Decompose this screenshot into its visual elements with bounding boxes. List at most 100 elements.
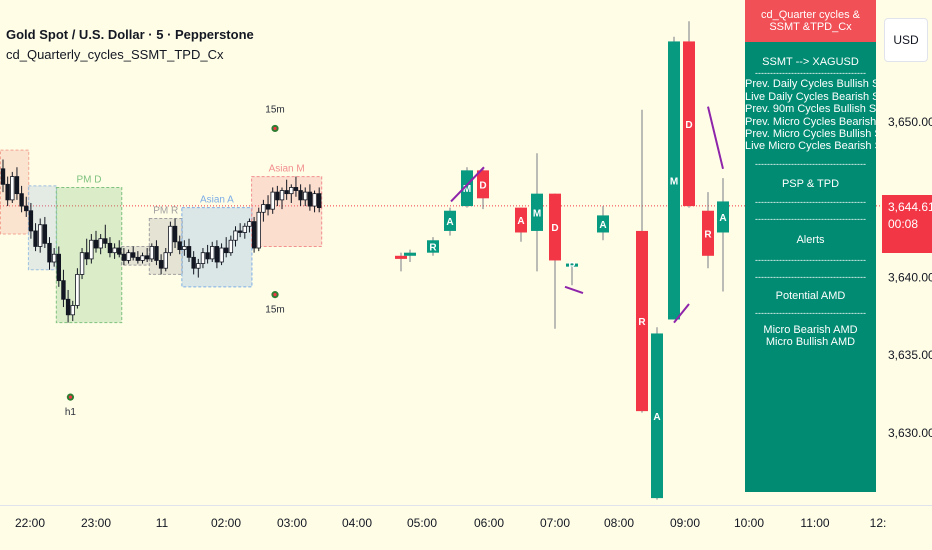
candle: [293, 187, 299, 191]
panel-separator: -------------------------------------: [755, 307, 866, 318]
panel-separator: -------------------------------------: [755, 254, 866, 265]
candle: [303, 191, 308, 201]
ssmt-divergence-line: [673, 303, 690, 324]
candle: [154, 246, 159, 261]
candle: [298, 190, 303, 201]
candle: [186, 246, 192, 258]
panel-separator: -------------------------------------: [755, 214, 866, 225]
candle: [135, 256, 141, 261]
cycle-label: A: [719, 213, 726, 224]
candle: [56, 253, 61, 282]
candle: [42, 224, 48, 244]
panel-separator: -------------------------------------: [755, 271, 866, 282]
cycle-line: Live Micro Cycles Bearish SSMT: [745, 140, 876, 153]
cycle-label: M: [463, 184, 471, 195]
candle: [10, 176, 15, 201]
session-label: Asian A: [200, 195, 234, 206]
cycle-candle: [404, 252, 416, 256]
cycle-candle: [427, 240, 439, 253]
x-tick-label: 05:00: [407, 516, 437, 530]
cycle-candle: [683, 41, 695, 207]
x-tick-label: 06:00: [474, 516, 504, 530]
cycle-label: D: [551, 223, 558, 234]
symbol-title[interactable]: Gold Spot / U.S. Dollar · 5 · Pepperston…: [6, 27, 254, 42]
currency-button[interactable]: USD: [884, 18, 928, 62]
candle: [84, 252, 89, 260]
marker-label: 15m: [265, 305, 284, 316]
cycle-candle: [651, 333, 663, 499]
x-tick-label: 23:00: [81, 516, 111, 530]
panel-separator: -------------------------------------: [755, 197, 866, 208]
last-price: 3,644.61: [888, 200, 932, 214]
cycle-candle: [515, 207, 527, 233]
candle: [247, 221, 252, 227]
cycle-candle: [717, 201, 729, 233]
candle: [205, 252, 210, 260]
candle: [130, 252, 136, 258]
bar-countdown: 00:08: [888, 217, 919, 231]
cycle-label: R: [568, 261, 576, 272]
panel-separator: -------------------------------------: [755, 68, 866, 79]
ssmt-divergence-line: [707, 106, 724, 170]
x-tick-label: 11: [156, 516, 169, 530]
candle: [242, 225, 247, 233]
cycle-candle: [668, 41, 680, 320]
cycle-candle: [702, 210, 714, 256]
cycle-candle: [395, 255, 407, 259]
candle: [219, 247, 224, 263]
session-box: [27, 185, 58, 271]
marker-dot-core: [273, 293, 277, 297]
candle: [19, 193, 24, 207]
y-tick-label: 3,635.00: [888, 348, 932, 362]
marker-label: 15m: [265, 104, 284, 115]
candle: [251, 221, 257, 249]
cycle-line: Prev. Micro Cycles Bearish SSMT: [745, 115, 876, 128]
indicator-info-panel: cd_Quarter cycles & SSMT &TPD_Cx SSMT --…: [745, 0, 876, 492]
candle: [38, 224, 43, 247]
candle: [28, 210, 34, 232]
cycle-line: Prev. 90m Cycles Bullish SSMT: [745, 103, 876, 116]
candle: [233, 230, 238, 241]
amd-line: Micro Bullish AMD: [765, 336, 856, 349]
candle: [61, 280, 66, 300]
cycle-label: D: [479, 180, 486, 191]
cycle-candle: [477, 170, 489, 199]
marker-dot-core: [273, 126, 277, 131]
candle: [307, 191, 313, 207]
candle: [70, 305, 75, 316]
session-label: PM R: [153, 206, 178, 217]
candle: [112, 247, 117, 254]
x-tick-label: 02:00: [211, 516, 241, 530]
candle: [270, 191, 275, 210]
candle: [75, 274, 80, 306]
panel-title: cd_Quarter cycles & SSMT &TPD_Cx: [745, 0, 876, 42]
cycle-line: Live Daily Cycles Bearish SSMT: [745, 90, 876, 103]
candle: [33, 230, 38, 247]
x-tick-label: 03:00: [277, 516, 307, 530]
ssmt-symbol: SSMT --> XAGUSD: [762, 56, 859, 68]
x-tick-label: 08:00: [604, 516, 634, 530]
indicator-name[interactable]: cd_Quarterly_cycles_SSMT_TPD_Cx: [6, 47, 224, 62]
candle: [168, 225, 173, 254]
candle: [284, 190, 289, 195]
candle: [158, 260, 164, 269]
candle: [316, 193, 322, 209]
candle: [140, 255, 145, 261]
ssmt-divergence-line: [564, 285, 584, 295]
candle: [279, 190, 285, 201]
candle: [117, 247, 122, 255]
cycle-label: A: [653, 412, 660, 423]
session-label: PM D: [77, 174, 102, 185]
cycle-line: Prev. Micro Cycles Bullish SSMT: [745, 127, 876, 140]
last-price-badge: 3,644.61 00:08: [882, 195, 932, 253]
session-box: [0, 149, 30, 235]
cycle-candle: [636, 230, 648, 412]
candle: [126, 252, 131, 261]
cycle-label: M: [533, 208, 541, 219]
x-tick-label: 11:00: [800, 516, 829, 530]
candle: [5, 183, 10, 201]
cycle-label: R: [704, 229, 712, 240]
marker-label: h1: [65, 407, 77, 418]
